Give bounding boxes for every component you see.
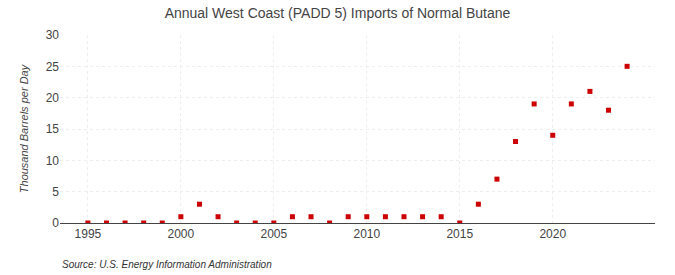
svg-text:Thousand Barrels per Day: Thousand Barrels per Day — [18, 63, 30, 193]
svg-text:0: 0 — [52, 216, 59, 230]
svg-text:30: 30 — [46, 28, 60, 42]
svg-text:25: 25 — [46, 60, 60, 74]
svg-text:2010: 2010 — [353, 227, 380, 241]
svg-text:2020: 2020 — [539, 227, 566, 241]
svg-text:10: 10 — [46, 154, 60, 168]
svg-text:Source: U.S. Energy Informatio: Source: U.S. Energy Information Administ… — [62, 259, 272, 270]
svg-text:5: 5 — [52, 185, 59, 199]
svg-text:Annual West Coast (PADD 5) Imp: Annual West Coast (PADD 5) Imports of No… — [165, 5, 511, 21]
svg-text:2000: 2000 — [168, 227, 195, 241]
svg-text:20: 20 — [46, 91, 60, 105]
svg-text:1995: 1995 — [75, 227, 102, 241]
svg-text:15: 15 — [46, 122, 60, 136]
svg-text:2005: 2005 — [260, 227, 287, 241]
svg-text:2015: 2015 — [446, 227, 473, 241]
